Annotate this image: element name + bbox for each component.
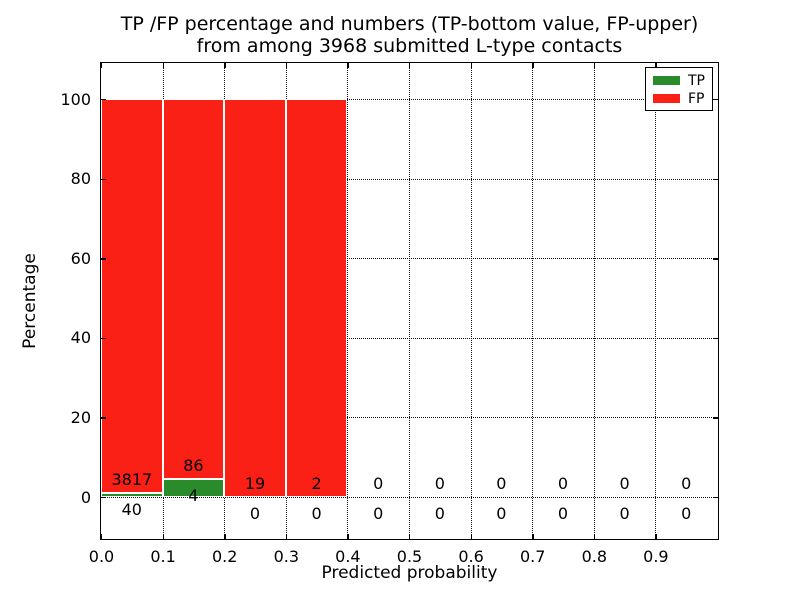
y-tick-label: 20 <box>70 407 91 427</box>
tick-mark-x-bottom <box>162 534 164 539</box>
x-tick-label: 0.7 <box>519 547 546 566</box>
x-tick-label: 0.0 <box>88 547 115 566</box>
x-tick-label: 0.4 <box>335 547 361 566</box>
grid-line-vertical <box>532 63 534 539</box>
tick-mark-y-left <box>101 178 106 180</box>
y-tick-label: 0 <box>80 487 91 507</box>
tick-mark-y-right <box>713 178 718 180</box>
bar-fp <box>224 99 286 497</box>
tp-count-label: 4 <box>188 486 199 506</box>
fp-count-label: 0 <box>619 474 630 493</box>
legend: TP FP <box>645 67 713 111</box>
fp-count-label: 86 <box>183 456 204 476</box>
x-tick-label: 0.3 <box>273 547 300 566</box>
grid-line-vertical <box>593 63 595 539</box>
tick-mark-x-bottom <box>409 534 411 539</box>
tick-mark-y-left <box>101 99 106 101</box>
tick-mark-x-bottom <box>593 534 596 539</box>
bar-tp <box>162 479 225 497</box>
fp-count-label: 0 <box>496 474 507 493</box>
tick-mark-x-top <box>593 63 596 68</box>
tick-mark-x-top <box>101 63 103 68</box>
legend-label-tp: TP <box>688 72 705 89</box>
legend-label-fp: FP <box>688 90 705 107</box>
plot-area: 3817 40 86 4 19 0 2 0 0 0 0 0 0 0 0 0 0 0 0 0 <box>100 62 719 540</box>
tp-count-label: 0 <box>619 504 630 523</box>
tick-mark-x-top <box>655 63 657 68</box>
fp-count-label: 19 <box>244 474 266 493</box>
tick-mark-x-bottom <box>101 534 103 539</box>
fp-count-label: 3817 <box>111 469 153 489</box>
bar-fp <box>101 99 163 493</box>
tick-mark-x-top <box>470 63 472 68</box>
grid-line-vertical <box>347 63 349 539</box>
y-tick-label: 80 <box>70 169 91 189</box>
tick-mark-x-bottom <box>532 534 534 539</box>
x-tick-label: 0.6 <box>458 547 484 566</box>
x-axis-label: Predicted probability <box>321 563 498 583</box>
grid-line-vertical <box>655 63 657 539</box>
x-tick-label: 0.1 <box>150 547 176 566</box>
tp-count-label: 0 <box>434 504 445 523</box>
legend-entry-fp: FP <box>653 90 712 107</box>
tick-mark-x-top <box>162 63 164 68</box>
tick-mark-x-bottom <box>224 534 226 539</box>
x-tick-label: 0.2 <box>211 547 238 566</box>
legend-swatch-tp <box>653 76 680 85</box>
x-tick-label: 0.8 <box>581 547 608 566</box>
tp-count-label: 0 <box>373 504 384 523</box>
tick-mark-y-left <box>101 258 106 260</box>
fp-count-label: 0 <box>434 474 445 493</box>
y-tick-label: 60 <box>70 248 91 268</box>
tick-mark-x-top <box>409 63 411 68</box>
tick-mark-x-bottom <box>655 534 657 539</box>
tp-count-label: 0 <box>681 504 692 523</box>
tick-mark-x-top <box>532 63 534 68</box>
x-tick-label: 0.9 <box>643 547 669 566</box>
tp-count-label: 0 <box>311 504 322 523</box>
fp-count-label: 0 <box>681 474 692 493</box>
legend-swatch-fp <box>653 94 680 103</box>
tick-mark-y-right <box>713 258 718 260</box>
tick-mark-x-bottom <box>347 534 349 539</box>
x-tick-label: 0.5 <box>396 547 423 566</box>
grid-line-vertical <box>409 63 410 539</box>
grid-line-vertical <box>470 63 472 539</box>
tick-mark-x-top <box>224 63 226 68</box>
tp-count-label: 0 <box>249 504 261 523</box>
bar-tp <box>101 492 163 497</box>
tick-mark-y-right <box>713 497 718 499</box>
legend-entry-tp: TP <box>653 72 712 89</box>
tick-mark-y-left <box>101 337 106 340</box>
chart-title-line1: TP /FP percentage and numbers (TP-bottom… <box>120 13 699 35</box>
bar-fp <box>285 99 348 497</box>
tick-mark-y-left <box>101 417 106 419</box>
tick-mark-y-left <box>101 497 106 499</box>
bar-fp <box>162 99 225 480</box>
tp-count-label: 0 <box>496 504 507 523</box>
y-tick-label: 100 <box>60 89 91 109</box>
tick-mark-y-right <box>713 337 718 340</box>
tp-count-label: 0 <box>557 504 569 523</box>
tick-mark-x-top <box>347 63 349 68</box>
fp-count-label: 0 <box>373 474 384 493</box>
tp-count-label: 40 <box>121 499 142 519</box>
y-tick-label: 40 <box>70 328 91 348</box>
chart-title: TP /FP percentage and numbers (TP-bottom… <box>100 13 719 57</box>
tick-mark-x-bottom <box>470 534 472 539</box>
tick-mark-y-right <box>713 99 718 101</box>
tick-mark-x-bottom <box>285 534 288 539</box>
fp-count-label: 2 <box>311 474 322 493</box>
tick-mark-x-top <box>285 63 288 68</box>
tick-mark-y-right <box>713 417 718 419</box>
fp-count-label: 0 <box>557 474 569 493</box>
chart-title-line2: from among 3968 submitted L-type contact… <box>196 35 623 57</box>
